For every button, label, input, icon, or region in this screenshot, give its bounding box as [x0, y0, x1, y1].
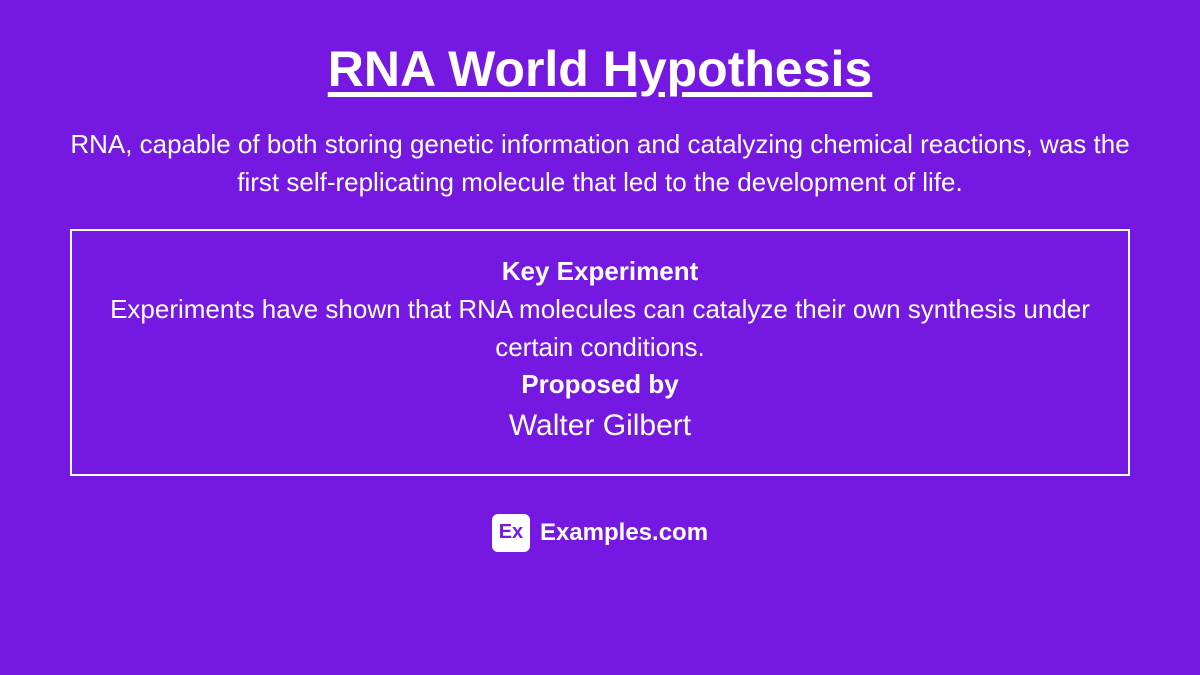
proposed-by-heading: Proposed by [102, 366, 1098, 404]
proposed-by-name: Walter Gilbert [102, 404, 1098, 448]
description-text: RNA, capable of both storing genetic inf… [70, 126, 1130, 201]
footer-logo: Ex Examples.com [492, 514, 708, 552]
key-experiment-heading: Key Experiment [102, 253, 1098, 291]
page-title: RNA World Hypothesis [328, 40, 872, 98]
logo-site-text: Examples.com [540, 519, 708, 547]
info-box: Key Experiment Experiments have shown th… [70, 229, 1130, 475]
logo-badge-icon: Ex [492, 514, 530, 552]
key-experiment-text: Experiments have shown that RNA molecule… [102, 291, 1098, 366]
